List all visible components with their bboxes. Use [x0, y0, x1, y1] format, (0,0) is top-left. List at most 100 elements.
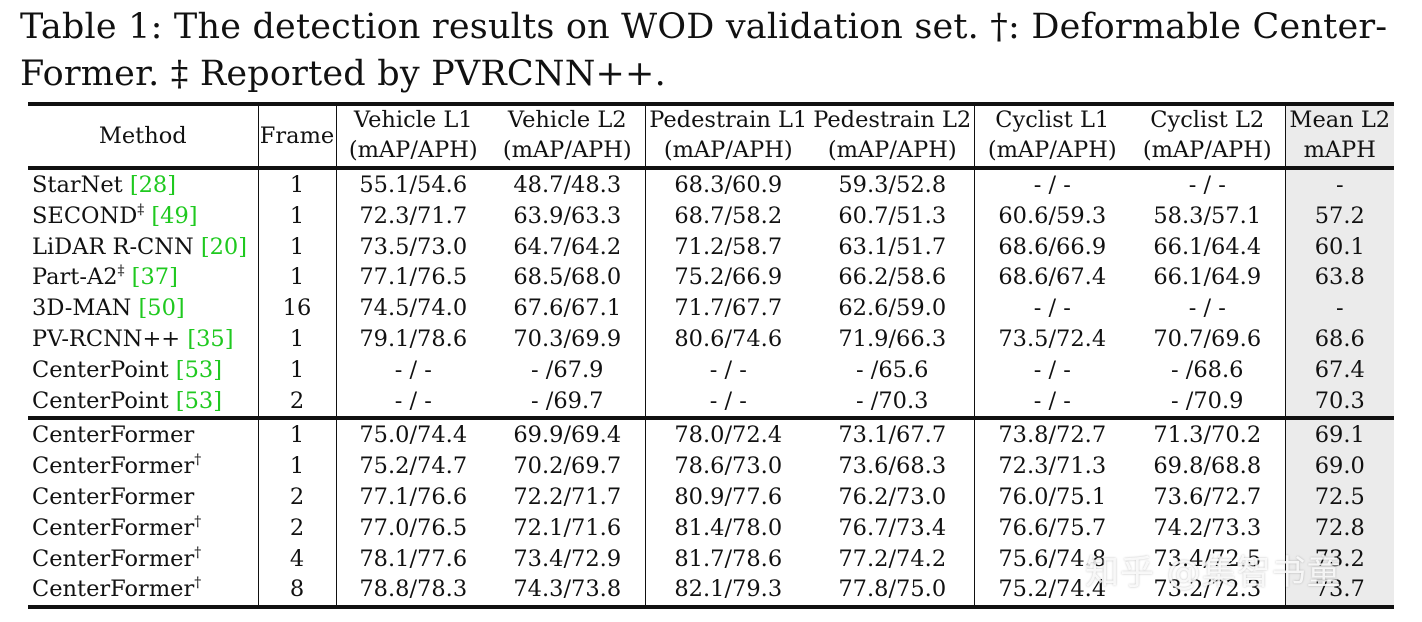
table-row: CenterFormer 2 77.1/76.6 72.2/71.7 80.9/… [28, 481, 1394, 513]
cyclist-l1-cell: 75.2/74.4 [973, 574, 1130, 610]
header-method: Method [28, 102, 258, 170]
pedestrain-l1-cell: 82.1/79.3 [644, 574, 811, 610]
citation-link[interactable]: [37] [131, 264, 178, 291]
cyclist-l1-cell: 75.6/74.8 [973, 543, 1130, 575]
cyclist-l2-cell: 69.8/68.8 [1153, 453, 1262, 480]
method-cell: CenterPoint [53] [32, 356, 222, 383]
method-cell: CenterFormer [32, 422, 195, 449]
vehicle-l2-cell: 67.6/67.1 [513, 295, 622, 322]
mean-l2-cell: 60.1 [1284, 231, 1394, 263]
method-cell: LiDAR R-CNN [20] [32, 233, 247, 260]
table-row: PV-RCNN++ [35] 1 79.1/78.6 70.3/69.9 80.… [28, 323, 1394, 355]
vehicle-l2-cell: 69.9/69.4 [513, 422, 622, 449]
cyclist-l1-cell: 72.3/71.3 [973, 451, 1130, 482]
frame-cell: 1 [257, 418, 336, 452]
cyclist-l2-cell: 58.3/57.1 [1153, 202, 1262, 229]
citation-link[interactable]: [20] [200, 233, 247, 260]
caption-line-2: Former. ‡ Reported by PVRCNN++. [20, 54, 666, 94]
frame-cell: 1 [257, 231, 336, 263]
centerformer-group: CenterFormer 1 75.0/74.4 69.9/69.4 78.0/… [28, 418, 1394, 610]
pedestrain-l2-cell: 76.7/73.4 [838, 514, 947, 541]
mean-l2-cell: 69.1 [1284, 418, 1394, 452]
vehicle-l2-cell: 64.7/64.2 [513, 233, 622, 260]
pedestrain-l2-cell: 63.1/51.7 [838, 233, 947, 260]
vehicle-l1-cell: 55.1/54.6 [335, 168, 490, 201]
method-cell: CenterFormer† [32, 544, 202, 572]
header-pedestrain-l2-metric: (mAP/APH) [811, 135, 974, 170]
frame-cell: 1 [257, 168, 336, 201]
mean-l2-cell: 73.2 [1284, 543, 1394, 575]
cyclist-l1-cell: 76.0/75.1 [973, 481, 1130, 513]
method-cell: PV-RCNN++ [35] [32, 325, 234, 352]
pedestrain-l1-cell: 68.3/60.9 [644, 168, 811, 201]
frame-cell: 1 [257, 200, 336, 232]
results-table: Method Frame Vehicle L1 Vehicle L2 Pedes… [28, 102, 1394, 610]
citation-link[interactable]: [49] [151, 202, 198, 229]
cyclist-l1-cell: - / - [973, 354, 1130, 386]
cyclist-l2-cell: 66.1/64.4 [1153, 233, 1262, 260]
pedestrain-l2-cell: 77.2/74.2 [838, 545, 947, 572]
mean-l2-cell: 73.7 [1284, 574, 1394, 610]
vehicle-l2-cell: - /69.7 [490, 385, 645, 421]
cyclist-l1-cell: - / - [973, 385, 1130, 421]
method-cell: CenterFormer† [32, 513, 202, 541]
method-cell: Part-A2‡ [37] [32, 263, 178, 291]
header-vehicle-l1: Vehicle L1 [335, 102, 490, 135]
mean-l2-cell: 69.0 [1284, 451, 1394, 482]
pedestrain-l2-cell: - /70.3 [811, 385, 974, 421]
cyclist-l1-cell: 73.5/72.4 [973, 323, 1130, 355]
header-vehicle-l2: Vehicle L2 [490, 102, 645, 135]
method-cell: SECOND‡ [49] [32, 201, 198, 229]
pedestrain-l1-cell: 71.7/67.7 [644, 293, 811, 324]
pedestrain-l2-cell: 60.7/51.3 [838, 202, 947, 229]
cyclist-l2-cell: 70.7/69.6 [1153, 325, 1262, 352]
pedestrain-l2-cell: 66.2/58.6 [838, 264, 947, 291]
pedestrain-l1-cell: 81.7/78.6 [644, 543, 811, 575]
cyclist-l1-cell: 68.6/67.4 [973, 262, 1130, 294]
table-row: CenterFormer† 2 77.0/76.5 72.1/71.6 81.4… [28, 512, 1394, 544]
header-cyclist-l1-metric: (mAP/APH) [973, 135, 1130, 170]
cyclist-l2-cell: 73.2/72.3 [1130, 574, 1285, 610]
vehicle-l2-cell: 68.5/68.0 [513, 264, 622, 291]
vehicle-l2-cell: 72.2/71.7 [513, 483, 622, 510]
table-row: Part-A2‡ [37] 1 77.1/76.5 68.5/68.0 75.2… [28, 262, 1394, 294]
citation-link[interactable]: [50] [138, 295, 185, 322]
vehicle-l1-cell: 74.5/74.0 [335, 293, 490, 324]
vehicle-l1-cell: 78.1/77.6 [335, 543, 490, 575]
frame-cell: 2 [257, 512, 336, 544]
pedestrain-l1-cell: 78.0/72.4 [644, 418, 811, 452]
cyclist-l1-cell: 73.8/72.7 [973, 418, 1130, 452]
header-vehicle-l2-metric: (mAP/APH) [490, 135, 645, 170]
method-cell: StarNet [28] [32, 172, 177, 198]
citation-link[interactable]: [53] [175, 356, 222, 383]
table-row: CenterFormer 1 75.0/74.4 69.9/69.4 78.0/… [28, 418, 1394, 452]
cyclist-l2-cell: 73.6/72.7 [1153, 483, 1262, 510]
mean-l2-cell: 70.3 [1284, 385, 1394, 421]
pedestrain-l1-cell: - / - [644, 385, 811, 421]
cyclist-l1-cell: - / - [973, 168, 1130, 201]
vehicle-l1-cell: 78.8/78.3 [335, 574, 490, 610]
citation-link[interactable]: [35] [187, 325, 234, 352]
citation-link[interactable]: [53] [175, 387, 222, 414]
vehicle-l1-cell: - / - [335, 385, 490, 421]
header-pedestrain-l1-metric: (mAP/APH) [644, 135, 811, 170]
pedestrain-l1-cell: - / - [644, 354, 811, 386]
vehicle-l2-cell: 73.4/72.9 [513, 545, 622, 572]
frame-cell: 1 [257, 262, 336, 294]
header-cyclist-l1: Cyclist L1 [973, 102, 1130, 135]
vehicle-l1-cell: 77.1/76.5 [335, 262, 490, 294]
vehicle-l2-cell: 63.9/63.3 [513, 202, 622, 229]
pedestrain-l1-cell: 68.7/58.2 [644, 200, 811, 232]
pedestrain-l1-cell: 80.6/74.6 [644, 323, 811, 355]
vehicle-l1-cell: 75.0/74.4 [335, 418, 490, 452]
pedestrain-l1-cell: 80.9/77.6 [644, 481, 811, 513]
cyclist-l1-cell: 76.6/75.7 [973, 512, 1130, 544]
citation-link[interactable]: [28] [129, 172, 177, 198]
vehicle-l2-cell: 48.7/48.3 [513, 172, 622, 198]
frame-cell: 1 [257, 354, 336, 386]
method-cell: 3D-MAN [50] [32, 295, 185, 322]
pedestrain-l2-cell: 62.6/59.0 [838, 295, 947, 322]
pedestrain-l1-cell: 78.6/73.0 [644, 451, 811, 482]
method-cell: CenterFormer† [28, 574, 258, 610]
vehicle-l1-cell: 77.0/76.5 [335, 512, 490, 544]
